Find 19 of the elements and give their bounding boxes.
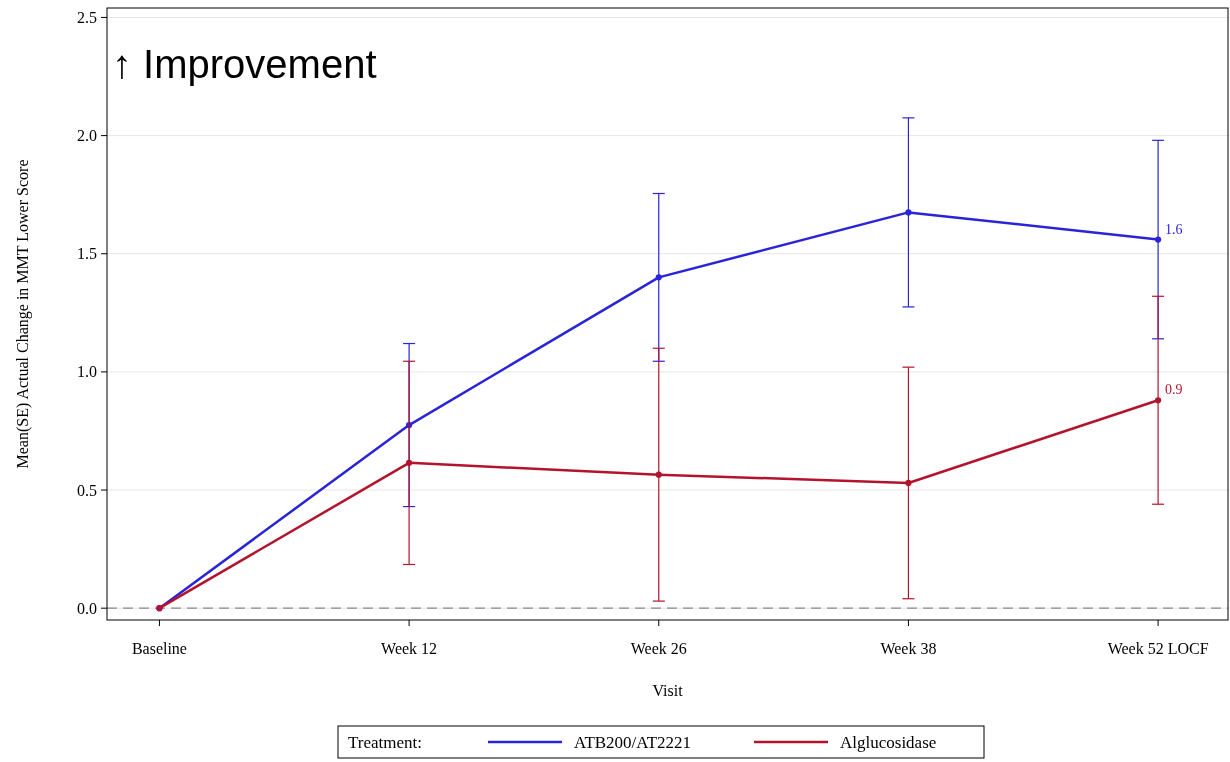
legend-title: Treatment: bbox=[348, 732, 422, 752]
x-tick-label: Week 38 bbox=[880, 640, 937, 657]
y-tick-label: 0.0 bbox=[77, 599, 97, 617]
y-tick-label: 1.0 bbox=[77, 363, 97, 381]
y-tick-label: 1.5 bbox=[77, 245, 97, 263]
x-tick-label: Week 12 bbox=[381, 640, 438, 657]
x-tick-label: Week 26 bbox=[630, 640, 687, 657]
x-tick-label: Week 52 LOCF bbox=[1107, 640, 1209, 657]
data-label: 1.6 bbox=[1165, 221, 1183, 237]
legend-label: Alglucosidase bbox=[840, 732, 937, 752]
y-tick-label: 2.0 bbox=[77, 127, 97, 145]
y-axis-title: Mean(SE) Actual Change in MMT Lower Score bbox=[14, 159, 32, 469]
y-tick-label: 2.5 bbox=[77, 9, 97, 27]
legend-label: ATB200/AT2221 bbox=[574, 732, 692, 752]
x-tick-label: Baseline bbox=[131, 640, 187, 657]
annotation: ↑ Improvement bbox=[112, 42, 377, 86]
x-axis-title: Visit bbox=[652, 682, 684, 699]
y-tick-label: 0.5 bbox=[77, 481, 97, 499]
data-label: 0.9 bbox=[1165, 382, 1183, 398]
